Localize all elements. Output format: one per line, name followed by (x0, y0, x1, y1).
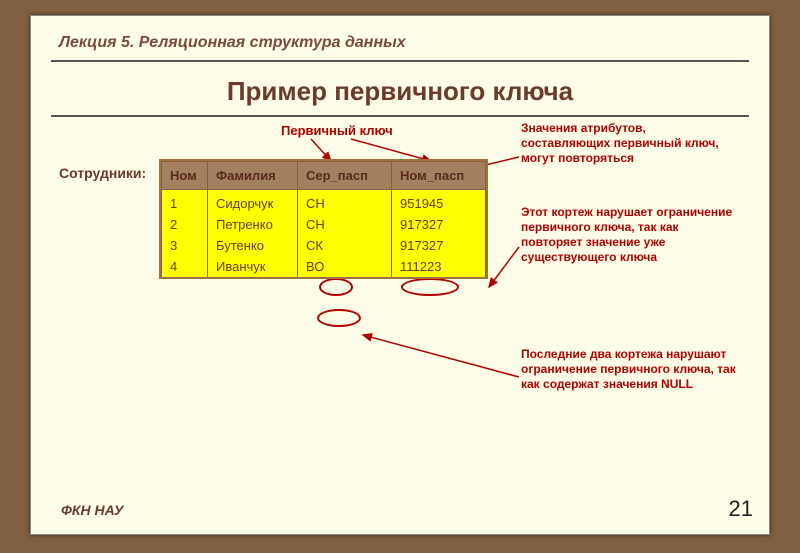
note-null-violation: Последние два кортежа нарушают ограничен… (521, 347, 739, 392)
table-cell: СН (298, 190, 392, 215)
highlight-circle-vo (319, 278, 353, 296)
table-header-row: Ном Фамилия Сер_пасп Ном_пасп (162, 162, 486, 190)
primary-key-label: Первичный ключ (281, 123, 393, 138)
table-cell: 1 (162, 190, 208, 215)
table-cell: Бутенко (208, 235, 298, 256)
table-cell: СН (298, 214, 392, 235)
table-cell: 111223 (392, 256, 486, 277)
employees-table: Ном Фамилия Сер_пасп Ном_пасп 1СидорчукС… (161, 161, 486, 277)
col-header: Фамилия (208, 162, 298, 190)
table-cell: Петренко (208, 214, 298, 235)
table-row: 1СидорчукСН951945 (162, 190, 486, 215)
highlight-circle-null (317, 309, 361, 327)
table-cell: 4 (162, 256, 208, 277)
table-cell: Сидорчук (208, 190, 298, 215)
table-cell: 917327 (392, 235, 486, 256)
lecture-title: Лекция 5. Реляционная структура данных (31, 16, 769, 56)
employees-table-wrap: Ном Фамилия Сер_пасп Ном_пасп 1СидорчукС… (159, 159, 488, 279)
table-cell: 3 (162, 235, 208, 256)
col-header: Сер_пасп (298, 162, 392, 190)
col-header: Ном_пасп (392, 162, 486, 190)
table-row: 2ПетренкоСН917327 (162, 214, 486, 235)
table-cell: 917327 (392, 214, 486, 235)
col-header: Ном (162, 162, 208, 190)
page-number: 21 (729, 496, 753, 522)
table-cell: Иванчук (208, 256, 298, 277)
table-row: 4ИванчукВО111223 (162, 256, 486, 277)
table-cell: СК (298, 235, 392, 256)
highlight-circle-111223 (401, 278, 459, 296)
footer-org: ФКН НАУ (61, 502, 123, 518)
content-area: Первичный ключ Сотрудники: (31, 117, 769, 477)
note-tuple-violation: Этот кортеж нарушает ограничение первичн… (521, 205, 741, 265)
table-cell: 2 (162, 214, 208, 235)
table-row: 3БутенкоСК917327 (162, 235, 486, 256)
table-cell: ВО (298, 256, 392, 277)
employees-label: Сотрудники: (59, 165, 146, 181)
note-attrs-repeat: Значения атрибутов, составляющих первичн… (521, 121, 721, 166)
main-title: Пример первичного ключа (31, 62, 769, 115)
table-cell: 951945 (392, 190, 486, 215)
